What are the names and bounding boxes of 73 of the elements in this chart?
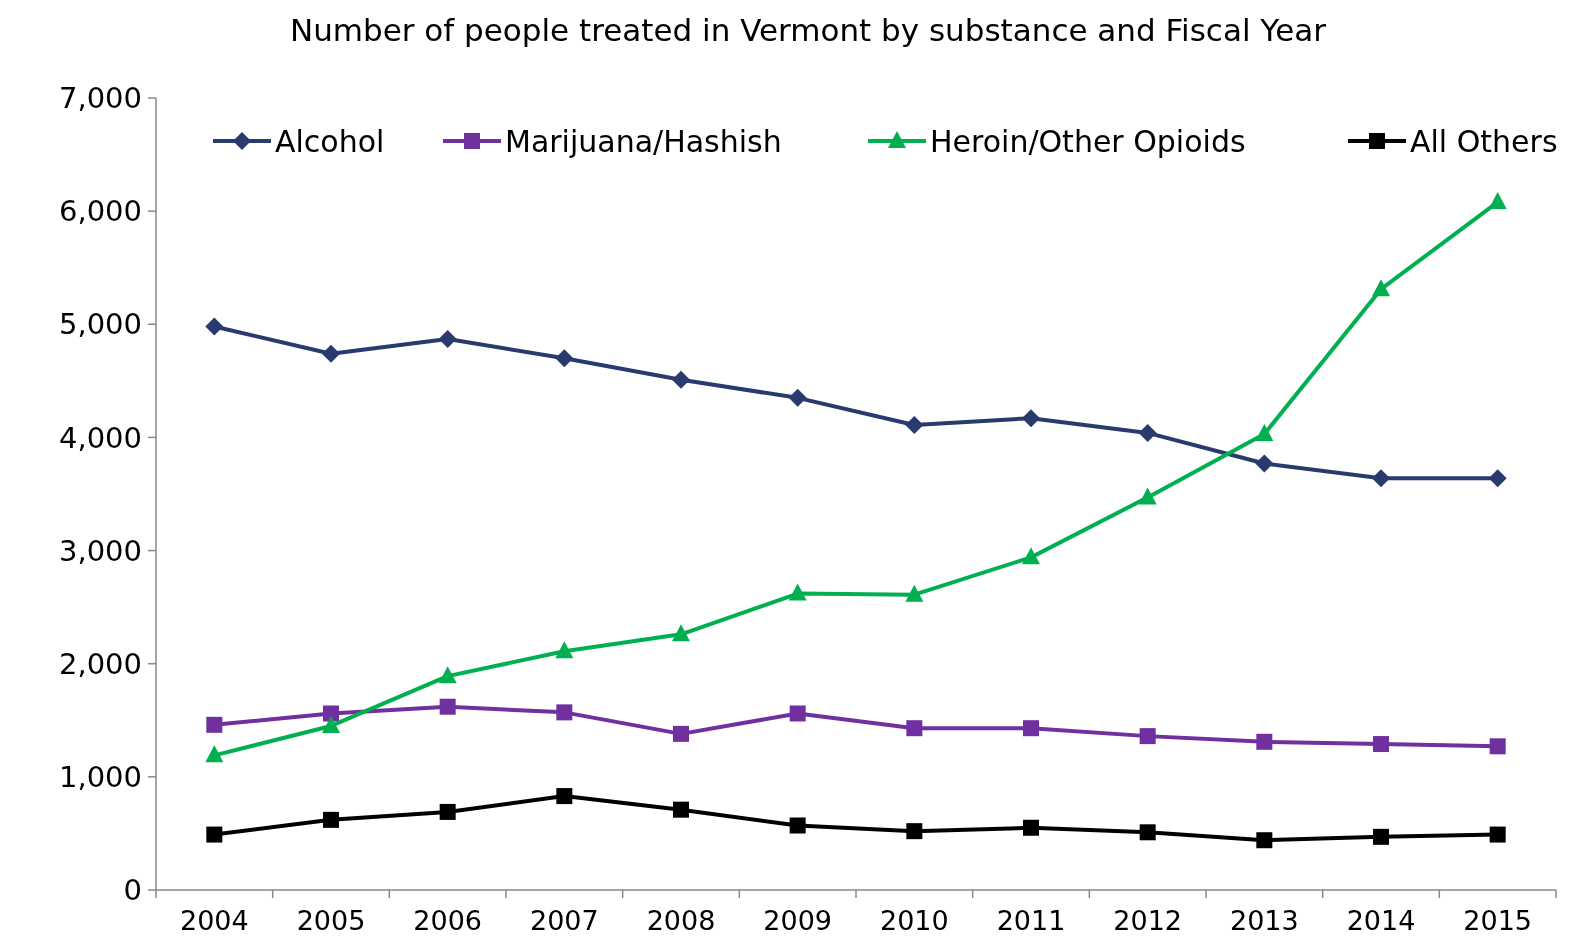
x-tick-label: 2008 [646, 905, 716, 936]
point [438, 329, 457, 348]
point [1488, 469, 1507, 488]
legend-label: Marijuana/Hashish [505, 123, 782, 159]
point [439, 803, 456, 820]
x-tick-label: 2006 [413, 905, 483, 936]
point [322, 715, 340, 733]
point [905, 415, 924, 434]
y-tick-label: 3,000 [58, 533, 142, 568]
y-tick-label: 6,000 [58, 194, 142, 229]
point [1255, 454, 1274, 473]
point [205, 317, 224, 336]
point [672, 370, 690, 389]
point [323, 705, 339, 722]
point [789, 817, 806, 834]
x-tick-label: 2009 [763, 905, 833, 936]
x-tick-label: 2005 [296, 905, 366, 936]
point [673, 801, 689, 818]
point [438, 666, 457, 684]
point [555, 641, 574, 659]
point [788, 388, 807, 407]
point [673, 725, 689, 742]
x-tick-label: 2007 [529, 905, 599, 936]
point [1023, 819, 1039, 836]
point [1256, 733, 1273, 750]
point [789, 705, 806, 722]
point [1255, 424, 1274, 442]
point [1138, 423, 1157, 442]
point [1373, 736, 1389, 753]
point [205, 745, 224, 763]
legend-label: All Others [1410, 123, 1558, 159]
y-tick-label: 5,000 [58, 307, 142, 342]
point [1373, 828, 1389, 845]
point [1139, 824, 1156, 841]
x-tick-label: 2010 [879, 905, 949, 936]
y-tick-label: 0 [123, 873, 142, 908]
point [1022, 409, 1040, 428]
point [788, 583, 807, 601]
point [1138, 487, 1157, 505]
point [1023, 720, 1039, 737]
y-tick-label: 1,000 [58, 760, 142, 795]
point [556, 704, 573, 721]
point [1489, 826, 1506, 843]
point [1488, 192, 1507, 210]
x-tick-label: 2012 [1113, 905, 1183, 936]
y-tick-label: 4,000 [58, 420, 142, 455]
x-tick-label: 2004 [179, 905, 249, 936]
y-tick-label: 2,000 [58, 646, 142, 681]
point [439, 698, 456, 715]
point [1256, 832, 1273, 849]
point [556, 788, 573, 805]
point [906, 720, 923, 737]
legend-label: Heroin/Other Opioids [930, 123, 1246, 159]
point [672, 624, 690, 642]
point [1372, 469, 1390, 488]
x-tick-label: 2014 [1346, 905, 1416, 936]
chart-title: Number of people treated in Vermont by substance and Fiscal Year [289, 12, 1327, 48]
point [1022, 547, 1040, 565]
x-tick-label: 2015 [1463, 905, 1533, 936]
x-tick-label: 2011 [996, 905, 1066, 936]
point [322, 344, 340, 363]
point [323, 811, 339, 828]
point [905, 584, 924, 602]
point [206, 826, 223, 843]
point [1489, 738, 1506, 755]
legend-label: Alcohol [275, 123, 385, 159]
point [1372, 279, 1390, 297]
x-tick-label: 2013 [1229, 905, 1299, 936]
point [206, 716, 223, 733]
point [555, 349, 574, 368]
point [906, 823, 923, 840]
y-tick-label: 7,000 [58, 81, 142, 116]
point [1139, 728, 1156, 745]
